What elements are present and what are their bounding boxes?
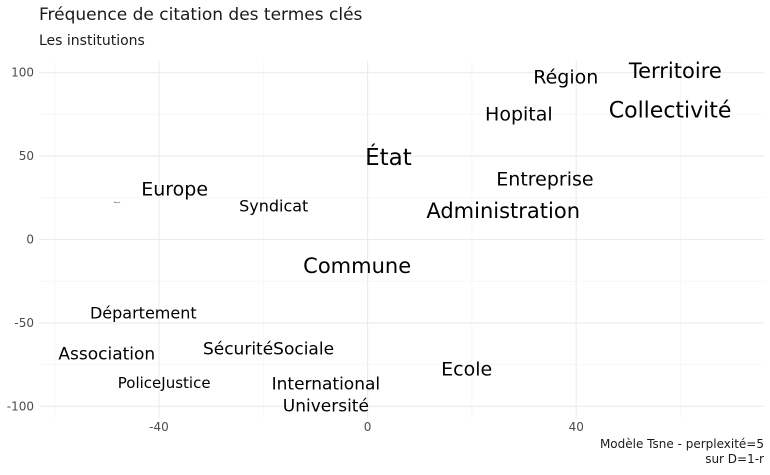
term-labels: Territoire Région Hopital Collectivité État E… [58,59,731,416]
term-label: Territoire [628,59,722,83]
term-label: International [272,375,381,395]
term-label: Europe [141,178,208,200]
term-label: Région [533,67,598,89]
x-tick-label: -40 [149,420,169,434]
term-label: Administration [426,199,580,223]
x-tick-label: 40 [569,420,584,434]
y-tick-label: -100 [7,399,34,413]
term-label: Commune [303,254,411,278]
term-label: Université [283,396,369,416]
term-label: Collectivité [609,99,732,124]
chart-caption: Modèle Tsne - perplexité=5 sur D=1-r [600,437,764,467]
chart-title: Fréquence de citation des termes clés [39,5,363,25]
term-label: Département [90,303,197,322]
term-label: Entreprise [496,168,593,190]
term-label: Avenir [114,201,120,204]
caption-line-2: sur D=1-r [705,452,764,466]
term-label: PoliceJustice [118,374,211,392]
term-label: SécuritéSociale [203,340,334,360]
plot-grid [39,61,764,418]
term-label: Association [58,345,155,365]
x-tick-label: 0 [364,420,372,434]
term-label: État [365,143,412,171]
y-tick-label: 100 [11,66,34,80]
chart-subtitle: Les institutions [39,33,145,49]
y-tick-label: 0 [26,233,34,247]
term-label: Hopital [485,103,553,125]
caption-line-1: Modèle Tsne - perplexité=5 [599,437,764,451]
y-tick-label: -50 [14,316,34,330]
term-label: Syndicat [239,197,308,216]
y-tick-label: 50 [19,149,34,163]
axis-ticks: -40 0 40 -100 -50 0 50 100 [7,66,584,434]
term-label: Ecole [441,359,492,381]
